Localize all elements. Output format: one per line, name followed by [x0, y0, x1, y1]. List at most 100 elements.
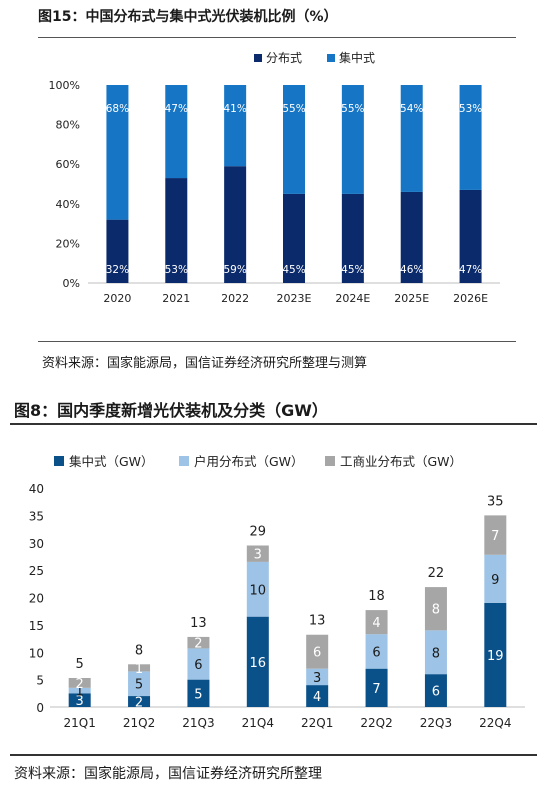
y-tick-label: 40% — [56, 198, 80, 211]
legend-swatch-0 — [54, 456, 64, 466]
bar-segment — [224, 85, 247, 167]
data-label: 9 — [491, 573, 499, 588]
y-tick-label: 15 — [29, 619, 44, 633]
x-tick-label: 21Q1 — [64, 716, 96, 730]
data-label: 6 — [372, 645, 380, 660]
bar-segment — [341, 85, 364, 194]
bar-segment — [187, 636, 210, 649]
total-label: 13 — [309, 614, 326, 629]
bar-segment — [306, 634, 329, 669]
y-tick-label: 20 — [29, 592, 44, 606]
x-tick-label: 21Q4 — [242, 716, 274, 730]
x-tick-label: 2021 — [162, 292, 190, 305]
y-tick-label: 40 — [29, 482, 44, 496]
bar-segment — [484, 515, 507, 555]
chart2-svg: 集中式（GW） 户用分布式（GW） 工商业分布式（GW）05101520253035… — [29, 454, 525, 730]
bar-segment — [365, 610, 388, 635]
y-tick-label: 25 — [29, 564, 44, 578]
bar-segment — [283, 85, 305, 194]
data-label: 6 — [432, 685, 440, 700]
y-tick-label: 20% — [56, 237, 80, 250]
data-label: 45% — [341, 264, 364, 276]
data-label: 55% — [282, 103, 305, 115]
data-label: 10 — [250, 583, 267, 598]
data-label: 47% — [165, 103, 188, 115]
x-tick-label: 21Q2 — [123, 716, 155, 730]
bar-segment — [68, 693, 91, 707]
y-tick-label: 60% — [56, 158, 80, 171]
bar-segment — [165, 85, 188, 179]
bar-segment — [424, 587, 447, 631]
data-label: 3 — [313, 671, 321, 686]
data-label: 4 — [313, 690, 321, 705]
bar-segment — [484, 602, 507, 707]
chart1-svg: 分布式 集中式 0% 20% 40% 60% 80% 100% 32% 68% 2020 53% 47%… — [49, 50, 500, 305]
data-label: 5 — [135, 678, 143, 693]
bar-segment — [365, 634, 388, 669]
y-tick-label: 100% — [49, 79, 80, 92]
total-label: 22 — [428, 566, 445, 581]
total-label: 35 — [487, 494, 504, 509]
bar-segment — [459, 189, 482, 283]
bar-segment — [128, 671, 151, 697]
data-label: 2 — [194, 637, 202, 652]
data-label: 47% — [459, 264, 482, 276]
x-tick-label: 2023E — [277, 292, 312, 305]
total-label: 8 — [135, 643, 143, 658]
data-label: 2 — [76, 677, 84, 692]
data-label: 6 — [313, 646, 321, 661]
bar-segment — [306, 685, 329, 707]
total-label: 5 — [76, 657, 84, 672]
legend-label-0: 集中式（GW） — [69, 454, 154, 469]
bar-segment — [484, 554, 507, 603]
data-label: 8 — [432, 603, 440, 618]
x-tick-label: 2022 — [221, 292, 249, 305]
bar-segment — [400, 191, 423, 283]
bar-segment — [246, 561, 269, 617]
bar-segment — [128, 696, 151, 707]
data-label: 54% — [400, 103, 423, 115]
y-tick-label: 0 — [36, 701, 44, 715]
data-label: 41% — [223, 103, 246, 115]
x-tick-label: 22Q3 — [420, 716, 452, 730]
bar-segment — [341, 193, 364, 283]
legend-swatch-1 — [179, 456, 189, 466]
bar-segment — [128, 664, 151, 672]
x-tick-label: 21Q3 — [182, 716, 214, 730]
x-tick-label: 2020 — [103, 292, 131, 305]
total-label: 29 — [250, 524, 267, 539]
legend-label-1: 户用分布式（GW） — [194, 454, 304, 469]
legend-swatch-0 — [254, 54, 262, 62]
data-label: 7 — [491, 529, 499, 544]
bar-segment — [106, 85, 129, 220]
data-label: 19 — [487, 649, 504, 664]
chart2-source: 资料来源：国家能源局，国信证券经济研究所整理 — [14, 766, 322, 782]
x-tick-label: 22Q1 — [301, 716, 333, 730]
bar-segment — [224, 166, 247, 283]
total-label: 18 — [368, 589, 385, 604]
bar-segment — [306, 668, 329, 686]
data-label: 59% — [223, 264, 246, 276]
legend-label-1: 集中式 — [339, 50, 375, 65]
bar-segment — [187, 648, 210, 680]
bar-segment — [246, 616, 269, 707]
y-tick-label: 30 — [29, 537, 44, 551]
x-tick-label: 2026E — [453, 292, 488, 305]
y-tick-label: 80% — [56, 119, 80, 132]
x-tick-label: 2025E — [394, 292, 429, 305]
data-label: 3 — [76, 694, 84, 709]
data-label: 3 — [254, 548, 262, 563]
legend-label-2: 工商业分布式（GW） — [340, 454, 462, 469]
data-label: 16 — [250, 656, 267, 671]
bar-segment — [424, 630, 447, 675]
y-tick-label: 5 — [36, 674, 44, 688]
chart2-bottom-rule — [10, 754, 537, 756]
bar-segment — [283, 193, 305, 283]
data-label: 46% — [400, 264, 423, 276]
bar-segment — [68, 677, 91, 688]
data-label: 1 — [76, 685, 84, 700]
data-label: 68% — [106, 103, 129, 115]
legend-swatch-1 — [327, 54, 335, 62]
bar-segment — [165, 178, 188, 283]
legend-label-0: 分布式 — [266, 51, 302, 65]
